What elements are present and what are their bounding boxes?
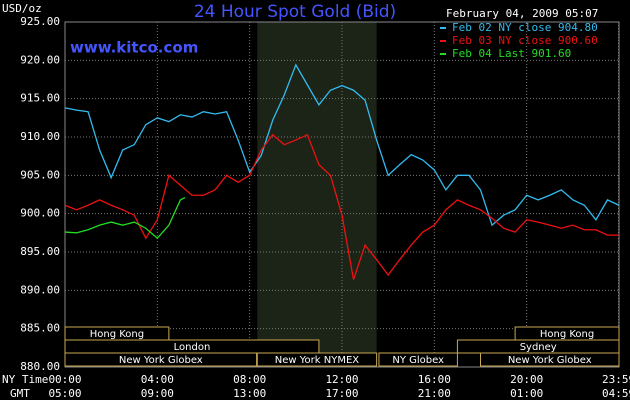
legend-label: Feb 04 Last 901.60 <box>452 47 571 60</box>
y-tick-label: 890.00 <box>20 283 60 296</box>
gmt-tick-label: 13:00 <box>233 387 266 400</box>
session-label: Hong Kong <box>540 329 594 340</box>
x-axis-label: NY Time <box>2 373 48 386</box>
session-label: New York Globex <box>119 355 203 366</box>
x-tick-label: 00:00 <box>48 373 81 386</box>
chart-title: 24 Hour Spot Gold (Bid) <box>194 2 396 22</box>
y-tick-label: 880.00 <box>20 360 60 373</box>
x-tick-label: 16:00 <box>418 373 451 386</box>
gmt-tick-label: 21:00 <box>418 387 451 400</box>
plot-frame <box>64 21 620 368</box>
session-bar <box>256 352 378 367</box>
price-line <box>64 133 619 280</box>
gmt-tick-label: 04:59 <box>602 387 630 400</box>
y-tick-label: 910.00 <box>20 130 60 143</box>
unit-label: USD/oz <box>2 2 42 15</box>
session-label: Hong Kong <box>90 329 144 340</box>
x-tick-label: 20:00 <box>510 373 543 386</box>
gmt-tick-label: 17:00 <box>325 387 358 400</box>
y-tick-label: 925.00 <box>20 15 60 28</box>
price-line <box>64 63 620 227</box>
y-tick-label: 915.00 <box>20 92 60 105</box>
x-axis-label: GMT <box>10 387 30 400</box>
legend-label: Feb 03 NY close 900.60 <box>452 34 598 47</box>
y-tick-label: 905.00 <box>20 168 60 181</box>
x-tick-label: 08:00 <box>233 373 266 386</box>
x-tick-label: 23:59 <box>602 373 630 386</box>
y-tick-label: 895.00 <box>20 245 60 258</box>
gmt-tick-label: 01:00 <box>510 387 543 400</box>
timestamp: February 04, 2009 05:07 <box>446 7 598 20</box>
session-label: NY Globex <box>392 355 444 366</box>
legend-label: Feb 02 NY close 904.80 <box>452 21 598 34</box>
y-tick-label: 900.00 <box>20 207 60 220</box>
session-label: London <box>174 342 211 353</box>
session-label: Sydney <box>520 342 557 353</box>
session-label: New York NYMEX <box>275 355 360 366</box>
x-tick-label: 04:00 <box>141 373 174 386</box>
y-tick-label: 920.00 <box>20 53 60 66</box>
price-line <box>64 196 186 240</box>
y-tick-label: 885.00 <box>20 322 60 335</box>
x-tick-label: 12:00 <box>325 373 358 386</box>
session-bar <box>480 352 620 367</box>
nymex-shade <box>257 22 377 367</box>
session-bar <box>64 352 258 367</box>
session-label: New York Globex <box>508 355 592 366</box>
gmt-tick-label: 05:00 <box>48 387 81 400</box>
session-bar <box>378 352 458 367</box>
gmt-tick-label: 09:00 <box>141 387 174 400</box>
website: www.kitco.com <box>70 39 198 57</box>
